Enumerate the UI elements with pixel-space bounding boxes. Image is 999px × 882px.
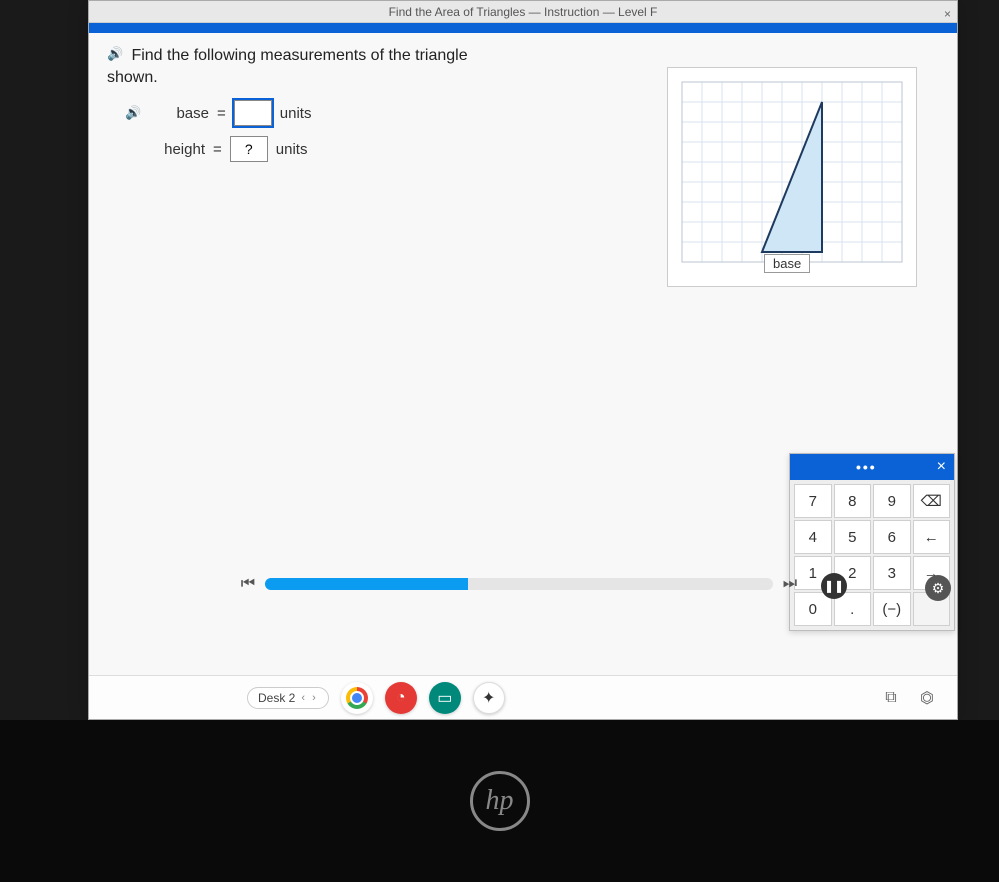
skip-back-icon[interactable]: ⏮ <box>239 575 257 593</box>
speaker-icon[interactable]: 🔊 <box>107 45 123 63</box>
content-area: 🔊 Find the following measurements of the… <box>89 33 957 649</box>
app-icon-3[interactable]: ▭ <box>429 682 461 714</box>
desk-arrows-icon: ‹ › <box>301 692 317 704</box>
progress-fill <box>265 578 468 590</box>
keypad-key[interactable]: 5 <box>834 520 872 554</box>
desk-switcher[interactable]: Desk 2 ‹ › <box>247 687 329 709</box>
hp-logo: hp <box>470 771 530 831</box>
pause-button[interactable]: ❚❚ <box>821 573 847 599</box>
header-strip <box>89 23 957 33</box>
desk-label: Desk 2 <box>258 691 295 705</box>
height-label: height <box>149 141 205 158</box>
laptop-bezel: hp <box>0 720 999 882</box>
triangle-grid-svg <box>676 76 908 276</box>
window-close-icon[interactable]: × <box>944 3 951 25</box>
keypad-key[interactable]: 7 <box>794 484 832 518</box>
tray-mic-icon[interactable]: ⏣ <box>915 686 939 710</box>
settings-gear-icon[interactable]: ⚙ <box>925 575 951 601</box>
base-units: units <box>280 105 312 122</box>
keypad-header: ••• × <box>790 454 954 480</box>
keypad-key[interactable]: 4 <box>794 520 832 554</box>
keypad-key[interactable]: 8 <box>834 484 872 518</box>
app-icon-4[interactable]: ✦ <box>473 682 505 714</box>
keypad-key[interactable]: 9 <box>873 484 911 518</box>
app-icon-2[interactable]: ◔ <box>385 682 417 714</box>
height-units: units <box>276 141 308 158</box>
progress-bar[interactable] <box>265 578 773 590</box>
keypad-grid: 789⌫456←123→0.(−) <box>790 480 954 630</box>
triangle-shape <box>762 102 822 252</box>
equals-sign: = <box>213 141 222 158</box>
lesson-title: Find the Area of Triangles — Instruction… <box>389 5 658 19</box>
instruction-text: 🔊 Find the following measurements of the… <box>107 45 487 88</box>
base-input[interactable] <box>234 100 272 126</box>
taskbar: Desk 2 ‹ › ◔ ▭ ✦ ⧉ ⏣ <box>89 675 957 719</box>
keypad-key[interactable]: ⌫ <box>913 484 951 518</box>
triangle-figure: base <box>667 67 917 287</box>
keypad-key[interactable]: 0 <box>794 592 832 626</box>
base-label: base <box>153 105 209 122</box>
keypad-key[interactable]: (−) <box>873 592 911 626</box>
keypad-key[interactable]: 3 <box>873 556 911 590</box>
tray-cast-icon[interactable]: ⧉ <box>879 686 903 710</box>
keypad-key[interactable]: 6 <box>873 520 911 554</box>
keypad-more-icon[interactable]: ••• <box>856 459 877 475</box>
chrome-app-icon[interactable] <box>341 682 373 714</box>
triangle-base-label: base <box>764 254 810 273</box>
keypad-close-icon[interactable]: × <box>937 458 946 476</box>
media-player: ⏮ ⏭ <box>239 575 799 593</box>
speaker-icon[interactable]: 🔊 <box>125 105 141 121</box>
numeric-keypad: ••• × 789⌫456←123→0.(−) <box>789 453 955 631</box>
keypad-key[interactable]: ← <box>913 520 951 554</box>
height-input[interactable] <box>230 136 268 162</box>
app-window: Find the Area of Triangles — Instruction… <box>88 0 958 720</box>
instruction-label: Find the following measurements of the t… <box>107 47 468 86</box>
skip-forward-icon[interactable]: ⏭ <box>781 575 799 593</box>
title-bar: Find the Area of Triangles — Instruction… <box>89 1 957 23</box>
equals-sign: = <box>217 105 226 122</box>
